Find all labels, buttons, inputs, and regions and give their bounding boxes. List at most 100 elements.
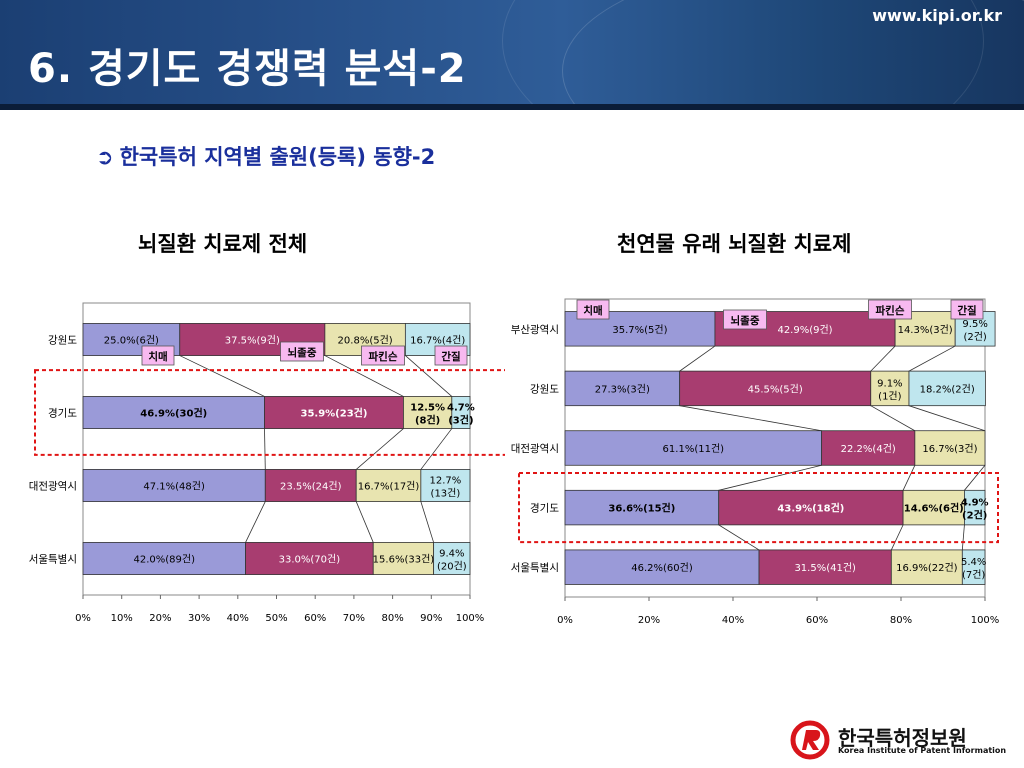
series-connector-line [324, 355, 404, 397]
series-connector-line [908, 405, 986, 432]
data-label: 43.9%(18건) [777, 502, 844, 515]
bar-segment-뇌졸중 [264, 469, 357, 502]
data-label: 5.4% [961, 557, 986, 568]
series-tag-label: 뇌졸중 [288, 346, 317, 359]
series-tag-label: 간질 [441, 350, 460, 363]
bar-segment-뇌졸중 [821, 430, 916, 466]
chart-2-title: 천연물 유래 뇌질환 치료제 [617, 232, 852, 256]
series-tag [723, 309, 767, 330]
x-tick-label: 60% [304, 613, 326, 624]
series-tag [868, 299, 912, 320]
highlight-box [518, 472, 999, 544]
data-label: (8건) [415, 414, 440, 427]
logo-korean-name: 한국특허정보원 [838, 726, 967, 750]
category-label: 서울특별시 [511, 562, 559, 574]
data-label: 35.7%(5건) [612, 324, 667, 336]
data-label: 37.5%(9건) [225, 335, 280, 347]
x-tick-label: 0% [557, 615, 573, 626]
data-label: 31.5%(41건) [794, 562, 856, 574]
x-tick-label: 80% [890, 615, 912, 626]
slide-title: 6. 경기도 경쟁력 분석-2 [28, 46, 467, 92]
bar-segment-뇌졸중 [245, 542, 374, 575]
bar-segment-간질 [433, 542, 471, 575]
series-tag-label: 파킨슨 [876, 304, 905, 317]
data-label: 61.1%(11건) [663, 443, 725, 455]
series-tag-label: 치매 [148, 350, 167, 363]
series-connector-line [964, 465, 986, 491]
series-connector-line [405, 355, 453, 397]
series-tag [280, 341, 324, 362]
bar-segment-뇌졸중 [718, 489, 904, 526]
category-label: 경기도 [530, 502, 559, 515]
series-connector-line [870, 345, 896, 372]
series-tag [361, 345, 405, 366]
arrow-bullet-icon: ➲ [96, 145, 114, 169]
data-label: (13건) [431, 488, 461, 500]
category-label: 서울특별시 [29, 554, 77, 566]
data-label: 20.8%(5건) [338, 335, 393, 347]
series-connector-line [902, 465, 916, 491]
data-label: 16.7%(3건) [922, 443, 977, 455]
bar-segment-치매 [564, 549, 760, 585]
bar-segment-뇌졸중 [758, 549, 892, 585]
series-connector-line [908, 345, 956, 372]
site-url[interactable]: www.kipi.or.kr [872, 6, 1002, 25]
bar-segment-간질 [908, 370, 986, 407]
data-label: 9.5% [962, 319, 987, 330]
series-tag [950, 299, 984, 320]
chart-1-svg: 0% 10% 20% 30% 40% 50% 60% 70% 80% 90% 100% 강원도 25.0… [29, 302, 513, 624]
category-label: 부산광역시 [511, 324, 559, 336]
data-label: (2건) [963, 331, 986, 343]
category-label: 경기도 [48, 407, 77, 420]
data-label: 9.1% [877, 378, 902, 389]
data-label: 18.2%(2건) [920, 383, 975, 395]
bar-segment-치매 [82, 542, 246, 575]
data-label: 14.3%(3건) [898, 324, 953, 336]
chart-1: 0% 10% 20% 30% 40% 50% 60% 70% 80% 90% 100% 강원도 25.0… [25, 295, 515, 630]
x-tick-label: 100% [971, 615, 1000, 626]
data-label: 4.7% [447, 403, 475, 414]
series-connector-line [420, 501, 435, 543]
data-label: 45.5%(5건) [748, 383, 803, 395]
x-tick-label: 30% [188, 613, 210, 624]
data-label: (1건) [878, 390, 901, 402]
series-connector-line [245, 501, 266, 543]
x-tick-label: 60% [806, 615, 828, 626]
category-label: 강원도 [530, 383, 559, 395]
series-tag-label: 파킨슨 [369, 350, 398, 363]
data-label: 47.1%(48건) [143, 481, 205, 493]
series-connector-line [355, 428, 404, 470]
series-connector-line [870, 405, 916, 432]
x-tick-label: 70% [343, 613, 365, 624]
bar-segment-파킨슨 [355, 469, 422, 502]
bar-segment-치매 [82, 396, 265, 429]
x-tick-label: 50% [265, 613, 287, 624]
data-label: 16.9%(22건) [896, 562, 958, 574]
x-tick-label: 100% [456, 613, 485, 624]
bar-segment-치매 [564, 489, 720, 526]
data-label: 42.0%(89건) [134, 554, 196, 566]
chart-2: 0% 20% 40% 60% 80% 100% 부산광역시 35.7%(5건) 42.9%(9건… [505, 295, 1010, 635]
data-label: 12.5% [410, 403, 445, 414]
data-label: 46.9%(30건) [140, 407, 207, 420]
x-tick-label: 20% [149, 613, 171, 624]
series-tag [576, 299, 610, 320]
kipi-logo: 한국특허정보원 Korea Institute of Patent Inform… [790, 720, 1006, 764]
data-label: (20건) [437, 561, 467, 573]
data-label: 36.6%(15건) [608, 502, 675, 515]
data-label: 16.7%(4건) [410, 335, 465, 347]
series-connector-line [961, 524, 965, 550]
bar-segment-파킨슨 [902, 489, 965, 526]
series-connector-line [718, 524, 760, 551]
bar-segment-파킨슨 [914, 430, 986, 466]
data-label: (2건) [962, 509, 987, 522]
subtitle-text: 한국특허 지역별 출원(등록) 동향-2 [119, 145, 436, 169]
chart-2-svg: 0% 20% 40% 60% 80% 100% 부산광역시 35.7%(5건) 42.9%(9건… [511, 298, 1000, 626]
slide-header: 6. 경기도 경쟁력 분석-2 www.kipi.or.kr [0, 0, 1024, 110]
data-label: 16.7%(17건) [358, 481, 420, 493]
series-connector-line [718, 464, 822, 491]
section-subtitle: ➲ 한국특허 지역별 출원(등록) 동향-2 [96, 141, 435, 171]
data-label: 46.2%(60건) [631, 562, 693, 574]
x-tick-label: 40% [227, 613, 249, 624]
series-tag [141, 345, 175, 366]
